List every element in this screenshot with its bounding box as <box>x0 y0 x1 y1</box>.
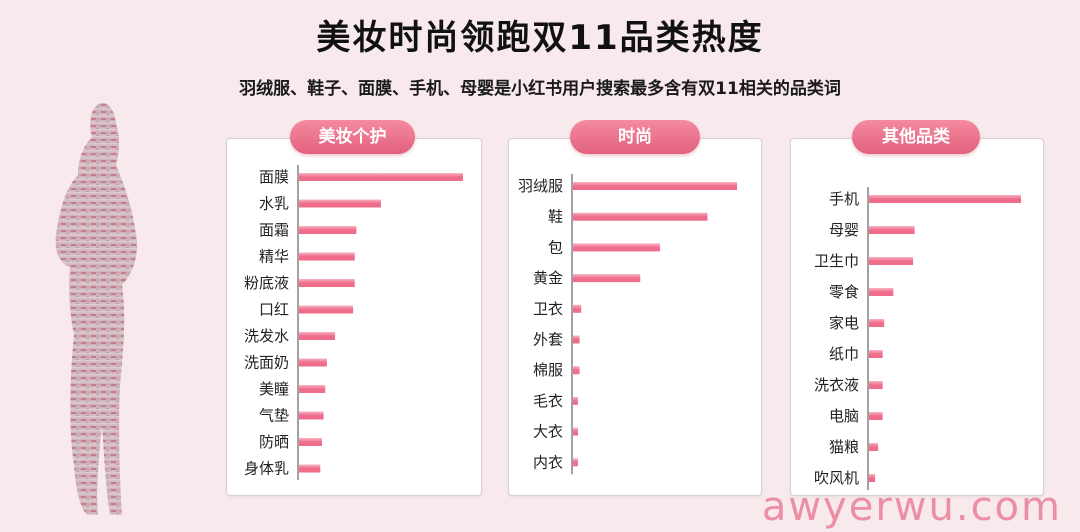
bar-大衣 <box>573 427 578 436</box>
category-label: 母婴 <box>829 221 859 239</box>
beauty-category-pill: 美妆个护 <box>290 120 415 154</box>
category-label: 零食 <box>829 283 859 301</box>
category-label: 黄金 <box>533 269 563 287</box>
bar-内衣 <box>573 458 578 467</box>
category-label: 卫衣 <box>533 300 563 318</box>
category-label: 美瞳 <box>259 380 289 398</box>
bar-身体乳 <box>299 464 321 473</box>
fashion-panel <box>508 138 762 496</box>
page-title: 美妆时尚领跑双11品类热度 <box>316 18 764 58</box>
category-label: 卫生巾 <box>814 252 859 270</box>
bar-气垫 <box>299 411 324 420</box>
category-label: 身体乳 <box>244 460 289 478</box>
bar-洗面奶 <box>299 358 327 367</box>
category-label: 家电 <box>829 314 859 332</box>
category-label: 手机 <box>829 190 859 208</box>
bar-洗衣液 <box>869 381 883 389</box>
category-label: 粉底液 <box>244 274 289 292</box>
category-label: 外套 <box>533 331 563 349</box>
category-label: 防晒 <box>259 433 289 451</box>
beauty-panel <box>226 138 482 496</box>
bar-面霜 <box>299 226 357 234</box>
bar-洗发水 <box>299 332 336 340</box>
category-label: 吹风机 <box>814 469 859 487</box>
bar-手机 <box>869 195 1021 203</box>
bar-水乳 <box>299 199 381 208</box>
bar-美瞳 <box>299 385 326 393</box>
category-label: 气垫 <box>259 407 289 425</box>
bar-吹风机 <box>869 474 876 482</box>
bar-羽绒服 <box>573 182 737 190</box>
category-label: 大衣 <box>533 423 563 441</box>
bar-外套 <box>573 335 580 344</box>
bar-零食 <box>869 288 894 296</box>
bar-猫粮 <box>869 443 879 451</box>
bar-纸巾 <box>869 350 883 358</box>
bar-鞋 <box>573 212 708 221</box>
site-watermark: awyerwu.com <box>761 484 1062 530</box>
bar-黄金 <box>573 274 641 283</box>
bar-粉底液 <box>299 279 355 287</box>
bar-防晒 <box>299 438 322 446</box>
bar-棉服 <box>573 366 580 375</box>
category-label: 包 <box>548 238 563 256</box>
category-label: 猫粮 <box>829 438 859 456</box>
category-label: 洗面奶 <box>244 354 289 372</box>
bar-卫衣 <box>573 304 582 313</box>
category-label: 面霜 <box>259 221 289 239</box>
category-label: 纸巾 <box>829 345 859 363</box>
page-subtitle: 羽绒服、鞋子、面膜、手机、母婴是小红书用户搜索最多含有双11相关的品类词 <box>239 79 841 99</box>
category-label: 电脑 <box>829 407 859 425</box>
bar-毛衣 <box>573 396 578 405</box>
category-label: 水乳 <box>259 195 289 213</box>
woman-silhouette-icon <box>55 102 138 515</box>
bar-精华 <box>299 252 355 261</box>
other-category-pill: 其他品类 <box>852 120 980 154</box>
bar-口红 <box>299 305 354 314</box>
bar-包 <box>573 243 660 252</box>
category-label: 洗衣液 <box>814 376 859 394</box>
bar-母婴 <box>869 226 915 234</box>
category-label: 毛衣 <box>533 392 563 410</box>
category-label: 洗发水 <box>244 327 289 345</box>
bar-卫生巾 <box>869 257 914 265</box>
category-label: 口红 <box>259 301 289 319</box>
category-label: 面膜 <box>259 168 289 186</box>
bar-家电 <box>869 319 885 327</box>
fashion-category-pill: 时尚 <box>570 120 700 154</box>
bar-电脑 <box>869 412 883 420</box>
category-label: 精华 <box>259 248 289 266</box>
category-label: 内衣 <box>533 453 563 471</box>
category-label: 鞋 <box>548 208 563 226</box>
category-label: 棉服 <box>533 361 563 379</box>
bar-面膜 <box>299 173 463 181</box>
category-label: 羽绒服 <box>518 177 563 195</box>
